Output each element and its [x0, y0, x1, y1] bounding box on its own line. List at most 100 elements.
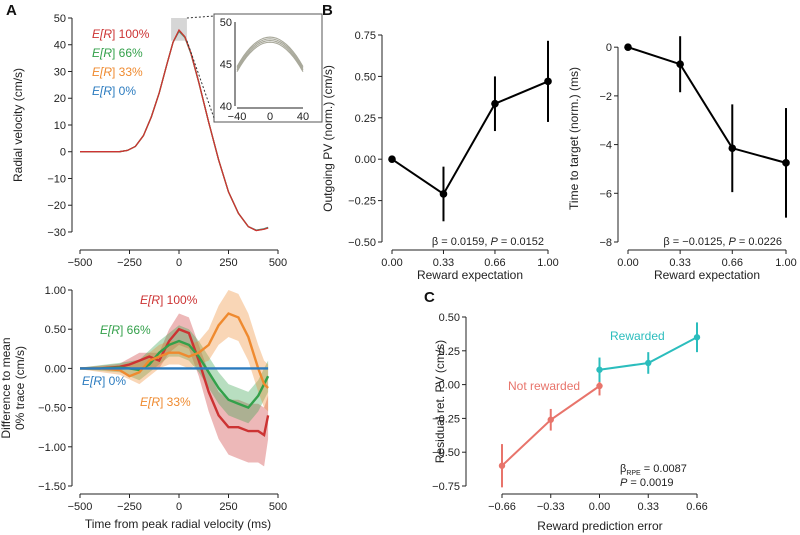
b-right-stat-beta: β = −0.0125,	[663, 236, 728, 248]
a-bot-y-tick-label: −1.00	[38, 442, 66, 454]
b-right-x-tick-label: 0.00	[617, 257, 638, 269]
a-top-y-tick-label: 0	[60, 147, 66, 159]
a-bot-label-2-prefix: E[	[82, 374, 95, 388]
a-inset-curve-3	[236, 41, 304, 72]
a-top-y-tick-label: −30	[47, 227, 66, 239]
c-stat-p: P = 0.0019	[620, 477, 674, 489]
a-top-series-line-0	[80, 28, 269, 232]
a-bot-y-tick-label: −0.50	[38, 403, 66, 415]
a-bot-label-1: E[R] 66%	[100, 323, 151, 337]
c-label-rewarded: Rewarded	[610, 329, 665, 343]
a-top-y-tick-label: 10	[54, 120, 66, 132]
a-top-legend-1: E[R] 66%	[92, 46, 143, 60]
c-y-tick-label: 0.25	[439, 346, 460, 358]
a-inset-curve-2	[236, 39, 304, 71]
b-left-series-line	[391, 80, 549, 196]
a-inset-x-tick-label: 40	[297, 111, 309, 123]
a-top-x-tick-label: 0	[176, 257, 182, 269]
a-bot-y-tick-label: 1.00	[45, 285, 66, 297]
a-bot-label-3-var: R	[151, 395, 160, 409]
c-stat-p-value: = 0.0019	[627, 477, 673, 489]
b-left-point	[491, 99, 499, 108]
a-bot-label-0-var: R	[151, 293, 160, 307]
a-top-legend-3-prefix: E[	[92, 84, 105, 98]
a-inset-connector-bottom	[186, 40, 215, 119]
c-label-not-rewarded: Not rewarded	[508, 379, 580, 393]
a-bot-label-2: E[R] 0%	[82, 374, 126, 388]
b-left-y-tick-label: 0.25	[355, 113, 376, 125]
a-bot-x-tick-label: −250	[117, 501, 142, 513]
a-inset-y-tick-label: 45	[220, 59, 232, 71]
b-left-point	[388, 155, 396, 163]
b-left-y-tick-label: 0.50	[355, 71, 376, 83]
c-y-tick-label: −0.50	[432, 447, 460, 459]
b-left-stat-beta: β = 0.0159,	[432, 236, 491, 248]
a-bot-x-tick-label: 250	[219, 501, 237, 513]
panel-label-b: B	[322, 2, 333, 19]
b-left-y-tick-label: 0.00	[355, 154, 376, 166]
c-stat-beta-symbol: β	[620, 463, 626, 475]
a-bot-label-1-var: R	[111, 323, 120, 337]
b-left-point	[439, 190, 448, 198]
a-bot-ylabel-line: 0% trace (cm/s)	[13, 346, 27, 430]
a-bot-y-tick-label: −1.50	[38, 481, 66, 493]
panel-label-a: A	[6, 2, 17, 19]
a-bot-label-0-suffix: ] 100%	[160, 293, 198, 307]
b-right-stat-value: = 0.0226	[736, 236, 782, 248]
a-bot-band-2	[80, 290, 269, 412]
c-y-tick-label: 0.00	[439, 380, 460, 392]
b-right-y-tick-label: −2	[599, 91, 612, 103]
a-bot-label-3-prefix: E[	[140, 395, 153, 409]
panel-c: −0.75 −0.50 −0.25 0.00 0.25 0.50 −0.66 −0.33 0.0…	[432, 312, 708, 533]
a-bot-label-2-suffix: ] 0%	[102, 374, 126, 388]
b-right-x-tick-label: 0.33	[669, 257, 690, 269]
c-stat-beta-sub: RPE	[626, 470, 641, 477]
b-right-point	[624, 43, 632, 51]
a-inset-frame	[213, 13, 323, 123]
a-top-legend-0-var: R	[103, 27, 112, 41]
b-right-series-line	[627, 46, 787, 164]
b-left-x-tick-label: 0.33	[433, 257, 454, 269]
b-left-x-tick-label: 0.66	[484, 257, 505, 269]
a-top-legend-2-var: R	[103, 65, 112, 79]
a-bot-band-1	[80, 325, 269, 424]
a-top-legend-0-suffix: ] 100%	[112, 27, 150, 41]
a-top-legend-1-suffix: ] 66%	[112, 46, 143, 60]
panel-b-right: −8 −6 −4 −2 0 0.00 0.33 0.66 1.00 Time to target …	[567, 36, 797, 282]
a-bot-series-line-0	[80, 327, 270, 437]
a-bot-y-tick-label: 0.50	[45, 324, 66, 336]
a-top-legend-0-prefix: E[	[92, 27, 105, 41]
c-point	[498, 462, 506, 469]
a-bot-xlabel: Time from peak radial velocity (ms)	[85, 517, 271, 531]
b-left-y-tick-label: −0.25	[348, 196, 376, 208]
c-point	[693, 334, 701, 341]
a-top-y-tick-label: 20	[54, 93, 66, 105]
b-left-stat-value: = 0.0152	[498, 236, 544, 248]
a-top-legend-3-var: R	[103, 84, 112, 98]
b-right-x-tick-label: 0.66	[722, 257, 743, 269]
b-right-y-tick-label: −8	[599, 237, 612, 249]
c-stat-p-label: P	[620, 477, 628, 489]
b-left-x-tick-label: 0.00	[381, 257, 402, 269]
c-stat-beta: βRPE = 0.0087	[620, 463, 687, 477]
a-top-y-tick-label: 40	[54, 40, 66, 52]
a-bot-label-0: E[R] 100%	[140, 293, 198, 307]
a-bot-x-tick-label: 500	[269, 501, 287, 513]
panel-b-left: −0.50 −0.25 0.00 0.25 0.50 0.75 0.00 0.33 0.66 1.…	[321, 30, 559, 282]
b-left-y-tick-label: 0.75	[355, 30, 376, 42]
c-x-tick-label: −0.66	[488, 501, 516, 513]
c-stat-beta-value: = 0.0087	[641, 463, 687, 475]
a-inset-x-tick-label: 0	[267, 111, 273, 123]
a-bot-label-1-prefix: E[	[100, 323, 113, 337]
a-top-legend-3: E[R] 0%	[92, 84, 136, 98]
a-bot-label-1-suffix: ] 66%	[120, 323, 151, 337]
b-right-y-tick-label: −4	[599, 140, 612, 152]
a-top-x-tick-label: 500	[269, 257, 287, 269]
b-right-point	[728, 144, 737, 153]
a-bot-ylabel: Difference to mean0% trace (cm/s)	[0, 337, 27, 438]
a-bot-series-line-2	[80, 312, 269, 389]
c-xlabel: Reward prediction error	[537, 519, 662, 533]
a-top-legend-3-suffix: ] 0%	[112, 84, 136, 98]
